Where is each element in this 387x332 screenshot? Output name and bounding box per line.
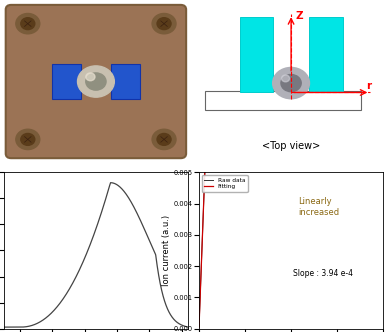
FancyBboxPatch shape (52, 64, 81, 99)
Line: Fitting: Fitting (199, 0, 383, 327)
Text: <Top view>: <Top view> (262, 141, 320, 151)
Circle shape (16, 14, 40, 34)
Raw data (197, 325, 201, 329)
FancyBboxPatch shape (310, 17, 342, 93)
Circle shape (16, 129, 40, 150)
Text: Z: Z (296, 11, 303, 21)
Circle shape (152, 14, 176, 34)
Circle shape (157, 133, 171, 145)
Text: r: r (366, 81, 372, 91)
Fitting (197, 325, 201, 329)
Circle shape (281, 74, 301, 92)
Circle shape (273, 67, 310, 99)
Circle shape (21, 18, 35, 30)
Circle shape (157, 18, 171, 30)
FancyBboxPatch shape (240, 17, 273, 93)
Circle shape (21, 133, 35, 145)
FancyBboxPatch shape (6, 5, 186, 158)
Y-axis label: Ion current (a.u.): Ion current (a.u.) (162, 215, 171, 286)
FancyBboxPatch shape (205, 91, 361, 110)
Text: Linearly
increased: Linearly increased (298, 197, 339, 217)
Circle shape (86, 73, 106, 90)
Circle shape (86, 73, 95, 81)
Circle shape (281, 75, 289, 82)
Line: Raw data: Raw data (199, 0, 383, 327)
Legend: Raw data, Fitting: Raw data, Fitting (202, 175, 248, 192)
Circle shape (152, 129, 176, 150)
Circle shape (77, 66, 114, 97)
FancyBboxPatch shape (111, 64, 140, 99)
Text: Slope : 3.94 e-4: Slope : 3.94 e-4 (293, 270, 353, 279)
